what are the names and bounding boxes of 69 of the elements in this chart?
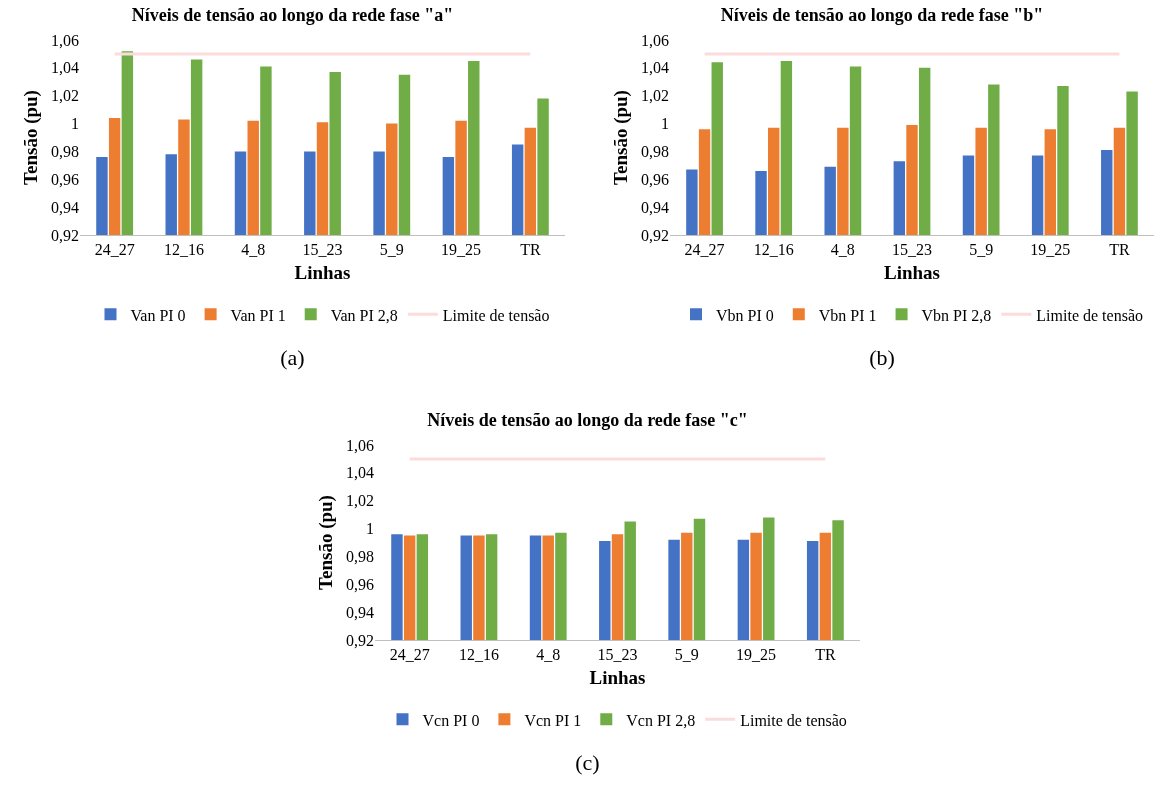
y-tick-label: 1,06 (641, 31, 669, 49)
chart-title: Níveis de tensão ao longo da rede fase "a" (131, 5, 454, 26)
y-tick-label: 0,92 (346, 631, 374, 649)
x-tick-label: 12_16 (458, 646, 499, 664)
y-tick-label: 1 (71, 115, 79, 133)
y-tick-label: 0,98 (51, 143, 79, 161)
text: (c) (574, 750, 601, 776)
legend-label: Van PI 0 (130, 306, 186, 324)
y-tick-label: 0,98 (346, 548, 374, 566)
y-axis-title: Tensão (pu) (314, 495, 337, 590)
x-axis-title: Linhas (294, 262, 351, 283)
y-tick-label: 1,02 (346, 492, 374, 510)
chart-title: Níveis de tensão ao longo da rede fase "c" (427, 410, 748, 431)
x-tick-label: 4_8 (536, 646, 561, 664)
x-tick-label: 5_9 (379, 241, 404, 259)
y-tick-label: 1 (661, 115, 669, 133)
legend-label: Van PI 1 (230, 306, 286, 324)
legend-label: Limite de tensão (1036, 306, 1143, 324)
x-tick-label: 12_16 (753, 241, 794, 259)
chart-title: Níveis de tensão ao longo da rede fase "b" (720, 5, 1044, 26)
y-tick-label: 0,94 (346, 603, 374, 621)
x-tick-label: 15_23 (302, 241, 343, 259)
x-tick-label: TR (1109, 241, 1130, 259)
x-tick-label: 4_8 (241, 241, 266, 259)
legend-label: Van PI 2,8 (330, 306, 398, 324)
x-tick-label: 19_25 (441, 241, 482, 259)
y-axis-title: Tensão (pu) (19, 90, 42, 185)
text: (b) (868, 345, 896, 371)
x-tick-label: 15_23 (597, 646, 638, 664)
y-axis-title: Tensão (pu) (609, 90, 632, 185)
y-tick-label: 0,96 (51, 170, 79, 188)
y-tick-label: 1,02 (641, 87, 669, 105)
legend-label: Vcn PI 2,8 (626, 711, 696, 729)
x-tick-label: 24_27 (684, 241, 725, 259)
y-tick-label: 1,06 (346, 436, 374, 454)
y-tick-label: 1,04 (641, 59, 669, 77)
x-tick-label: 5_9 (969, 241, 994, 259)
text: (a) (279, 345, 306, 371)
x-tick-label: 24_27 (389, 646, 430, 664)
y-tick-label: 1,04 (346, 464, 374, 482)
y-tick-label: 0,92 (641, 226, 669, 244)
x-tick-label: 15_23 (892, 241, 932, 259)
y-tick-label: 1 (366, 520, 374, 538)
x-tick-label: 19_25 (736, 646, 777, 664)
legend-label: Limite de tensão (740, 711, 847, 729)
y-tick-label: 0,96 (346, 575, 374, 593)
x-tick-label: TR (815, 646, 836, 664)
y-tick-label: 1,06 (51, 31, 79, 49)
x-tick-label: 4_8 (830, 241, 855, 259)
legend-label: Vcn PI 1 (524, 711, 582, 729)
y-tick-label: 0,94 (51, 198, 79, 216)
x-tick-label: 5_9 (674, 646, 699, 664)
y-tick-label: 0,96 (641, 170, 669, 188)
y-tick-label: 1,04 (51, 59, 79, 77)
x-tick-label: 12_16 (163, 241, 204, 259)
x-tick-label: TR (520, 241, 541, 259)
x-axis-title: Linhas (589, 667, 646, 688)
y-tick-label: 1,02 (51, 87, 79, 105)
x-tick-label: 19_25 (1030, 241, 1071, 259)
y-tick-label: 0,92 (51, 226, 79, 244)
x-axis-title: Linhas (884, 262, 940, 283)
legend-label: Vbn PI 1 (818, 306, 877, 324)
legend-label: Limite de tensão (442, 306, 550, 324)
legend-label: Vbn PI 0 (716, 306, 774, 324)
legend-label: Vbn PI 2,8 (921, 306, 992, 324)
legend-label: Vcn PI 0 (422, 711, 480, 729)
x-tick-label: 24_27 (94, 241, 135, 259)
y-tick-label: 0,94 (641, 198, 669, 216)
y-tick-label: 0,98 (641, 143, 669, 161)
